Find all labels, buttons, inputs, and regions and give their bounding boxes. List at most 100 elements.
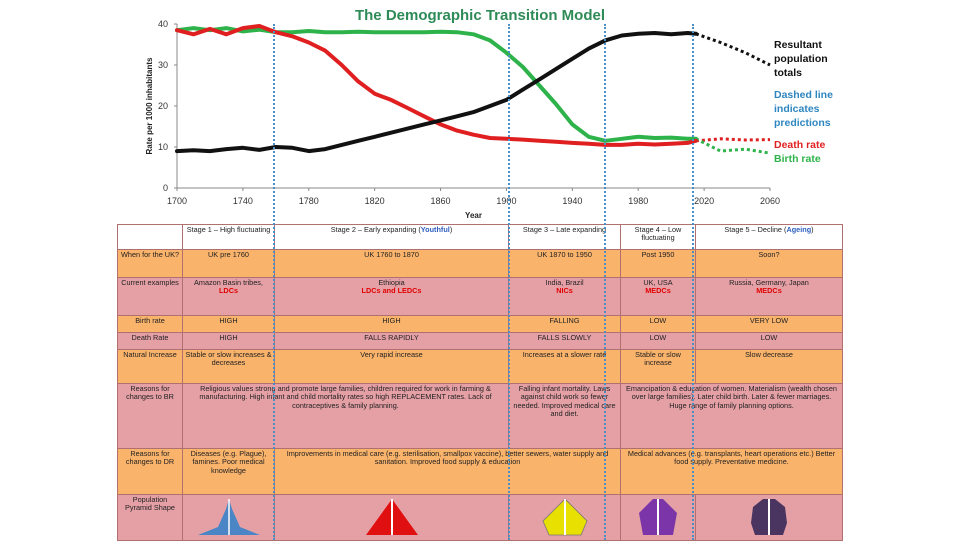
when-stage-3: UK 1870 to 1950 <box>508 249 621 278</box>
x-tick-label: 2060 <box>760 196 780 206</box>
annotation-birth-rate: Birth rate <box>774 153 821 165</box>
stage-divider-3 <box>604 24 606 540</box>
header-empty <box>117 224 183 250</box>
x-tick-label: 1980 <box>628 196 648 206</box>
annotation-dashed-3: predictions <box>774 117 831 129</box>
annotation-population-3: totals <box>774 67 802 79</box>
birth-stage-4: LOW <box>620 315 696 333</box>
annotation-death-rate: Death rate <box>774 139 826 151</box>
stage-divider-1 <box>273 24 275 540</box>
chart-series <box>175 24 771 155</box>
y-tick-label: 30 <box>158 60 168 70</box>
dtm-table: Stage 1 – High fluctuating Stage 2 – Ear… <box>117 224 843 541</box>
annotation-population-1: Resultant <box>774 39 822 51</box>
x-tick-label: 1900 <box>496 196 516 206</box>
x-tick-label: 1860 <box>431 196 451 206</box>
x-tick-label: 1820 <box>365 196 385 206</box>
natural-stage-5: Slow decrease <box>695 349 843 384</box>
stage-5-emphasis: Ageing <box>786 225 812 234</box>
when-stage-5: Soon? <box>695 249 843 278</box>
chart-axes: 1700 1740 1780 1820 1860 1900 1940 1980 2020 2060… <box>145 19 780 220</box>
examples-stage-1: Amazon Basin tribes, LDCs <box>182 277 275 316</box>
series-line-resultant-population-totals <box>175 31 698 154</box>
row-label-birth: Birth rate <box>117 315 183 333</box>
birth-stage-1: HIGH <box>182 315 275 333</box>
dr-reasons-stage-1: Diseases (e.g. Plague), famines. Poor me… <box>182 448 275 495</box>
pyramid-stage-4 <box>620 494 696 541</box>
natural-stage-2: Very rapid increase <box>274 349 509 384</box>
examples-stage-4: UK, USA MEDCs <box>620 277 696 316</box>
table-row-pyramid: Population Pyramid Shape <box>117 494 843 541</box>
death-stage-4: LOW <box>620 332 696 350</box>
birth-stage-2: HIGH <box>274 315 509 333</box>
table-row-birth-rate: Birth rate HIGH HIGH FALLING LOW VERY LO… <box>117 315 843 333</box>
examples-stage-3: India, Brazil NICs <box>508 277 621 316</box>
natural-stage-3: Increases at a slower rate <box>508 349 621 384</box>
prediction-line-death-rate <box>695 137 771 143</box>
table-row-stages: Stage 1 – High fluctuating Stage 2 – Ear… <box>117 224 843 250</box>
examples-stage-5: Russia, Germany, Japan MEDCs <box>695 277 843 316</box>
natural-stage-1: Stable or slow increases & decreases <box>182 349 275 384</box>
examples-stage-2: Ethiopia LDCs and LEDCs <box>274 277 509 316</box>
x-tick-label: 2020 <box>694 196 714 206</box>
header-stage-2: Stage 2 – Early expanding (Youthful) <box>274 224 509 250</box>
y-tick-label: 10 <box>158 142 168 152</box>
br-reasons-stage-1-2: Religious values strong and promote larg… <box>182 383 509 449</box>
annotation-dashed-1: Dashed line <box>774 89 833 101</box>
annotation-dashed-2: indicates <box>774 103 820 115</box>
x-tick-label: 1940 <box>562 196 582 206</box>
annotation-population-2: population <box>774 53 828 65</box>
row-label-death: Death Rate <box>117 332 183 350</box>
series-line-death-rate <box>175 24 698 147</box>
y-tick-label: 20 <box>158 101 168 111</box>
table-row-when: When for the UK? UK pre 1760 UK 1760 to … <box>117 249 843 278</box>
header-stage-5: Stage 5 – Decline (Ageing) <box>695 224 843 250</box>
chart-title: The Demographic Transition Model <box>355 7 605 24</box>
chart-annotations: Resultant population totals Dashed line … <box>774 39 833 165</box>
x-tick-label: 1700 <box>167 196 187 206</box>
when-stage-1: UK pre 1760 <box>182 249 275 278</box>
x-tick-label: 1780 <box>299 196 319 206</box>
header-stage-1: Stage 1 – High fluctuating <box>182 224 275 250</box>
series-line-birth-rate <box>175 26 698 143</box>
stage-divider-4 <box>692 24 694 540</box>
row-label-examples: Current examples <box>117 277 183 316</box>
table-row-natural-increase: Natural Increase Stable or slow increase… <box>117 349 843 384</box>
table-row-death-rate: Death Rate HIGH FALLS RAPIDLY FALLS SLOW… <box>117 332 843 350</box>
table-row-br-reasons: Reasons for changes to BR Religious valu… <box>117 383 843 449</box>
row-label-br-reasons: Reasons for changes to BR <box>117 383 183 449</box>
birth-stage-3: FALLING <box>508 315 621 333</box>
y-axis-label: Rate per 1000 inhabitants <box>145 57 154 154</box>
table-row-dr-reasons: Reasons for changes to DR Diseases (e.g.… <box>117 448 843 495</box>
death-stage-5: LOW <box>695 332 843 350</box>
pyramid-stage-5 <box>695 494 843 541</box>
y-tick-label: 40 <box>158 19 168 29</box>
stage-divider-2 <box>508 24 510 540</box>
br-reasons-stage-4-5: Emancipation & education of women. Mater… <box>620 383 843 449</box>
when-stage-4: Post 1950 <box>620 249 696 278</box>
stage-2-emphasis: Youthful <box>420 225 450 234</box>
x-tick-label: 1740 <box>233 196 253 206</box>
row-label-pyramid: Population Pyramid Shape <box>117 494 183 541</box>
dr-reasons-stage-2-3: Improvements in medical care (e.g. steri… <box>274 448 621 495</box>
pyramid-stage-1 <box>182 494 275 541</box>
table-row-examples: Current examples Amazon Basin tribes, LDC… <box>117 277 843 316</box>
dr-reasons-stage-4-5: Medical advances (e.g. transplants, hear… <box>620 448 843 495</box>
y-tick-label: 0 <box>163 183 168 193</box>
row-label-natural: Natural Increase <box>117 349 183 384</box>
br-reasons-stage-3: Falling infant mortality. Laws against c… <box>508 383 621 449</box>
birth-stage-5: VERY LOW <box>695 315 843 333</box>
row-label-when: When for the UK? <box>117 249 183 278</box>
prediction-line-birth-rate <box>695 137 771 155</box>
natural-stage-4: Stable or slow increase <box>620 349 696 384</box>
prediction-line-resultant-population-totals <box>695 32 771 67</box>
header-stage-4: Stage 4 – Low fluctuating <box>620 224 696 250</box>
when-stage-2: UK 1760 to 1870 <box>274 249 509 278</box>
death-stage-2: FALLS RAPIDLY <box>274 332 509 350</box>
x-axis-label: Year <box>465 211 482 220</box>
dtm-chart: The Demographic Transition Model 1700 174… <box>145 7 833 220</box>
pyramid-stage-2 <box>274 494 509 541</box>
death-stage-3: FALLS SLOWLY <box>508 332 621 350</box>
row-label-dr-reasons: Reasons for changes to DR <box>117 448 183 495</box>
death-stage-1: HIGH <box>182 332 275 350</box>
